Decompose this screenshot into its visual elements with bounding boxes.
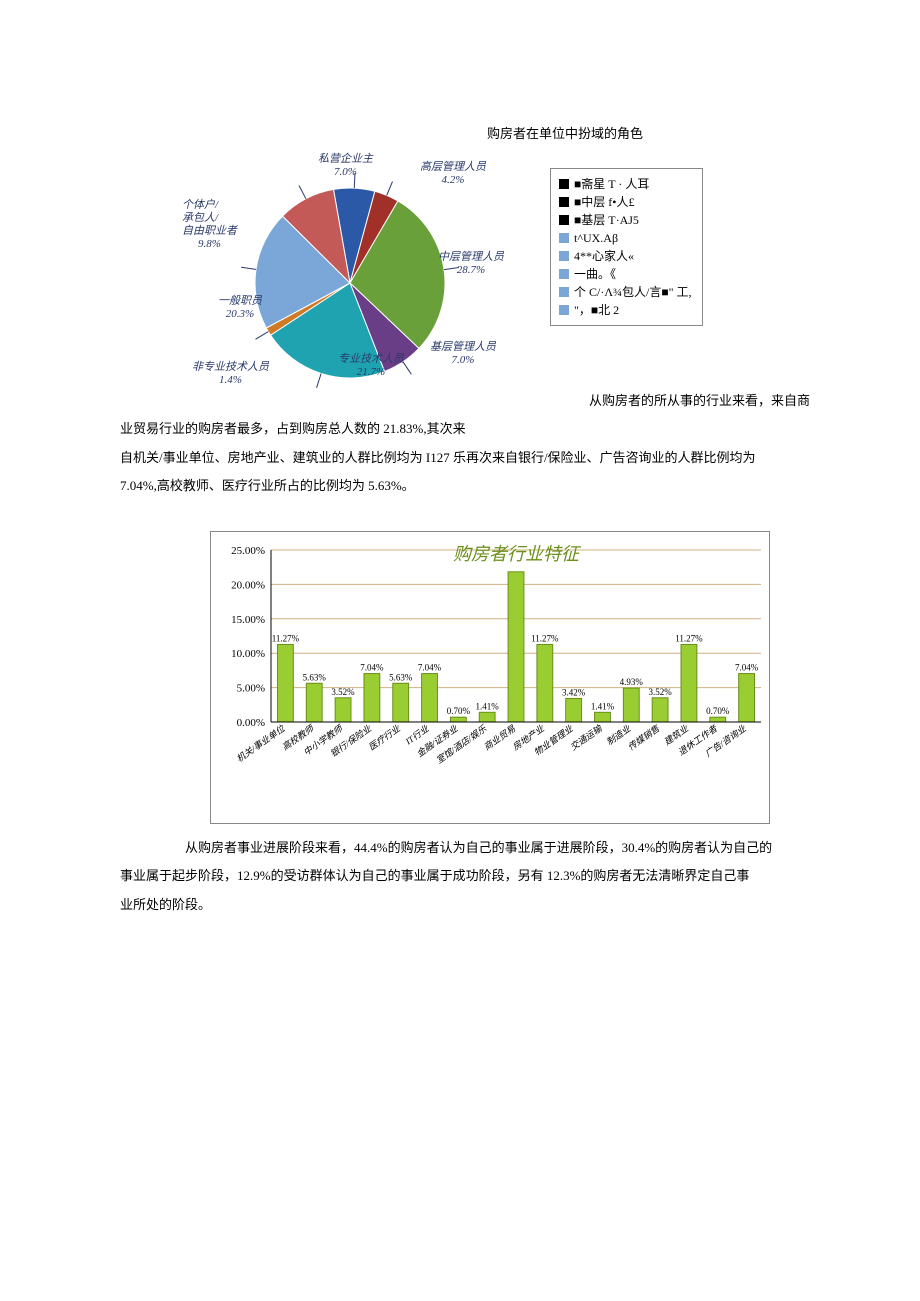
para1-tail: 从购房者的所从事的行业来看，来自商 [589, 393, 810, 408]
bar-title: 购房者行业特征 [453, 544, 582, 564]
bar [508, 572, 524, 722]
y-tick-label: 10.00% [231, 648, 265, 660]
legend-item: 4**心家人« [559, 247, 692, 265]
y-tick-label: 20.00% [231, 579, 265, 591]
legend-text: 4**心家人« [574, 247, 634, 265]
legend-item: 个 C/·Λ¾包人/言■" 工, [559, 283, 692, 301]
pie-chart-area: 私营企业主7.0% 高层管理人员4.2% 中层管理人员28.7% 基层管理人员7.0%… [120, 153, 810, 403]
bar-value-label: 11.27% [531, 633, 559, 643]
legend-text: 个 C/·Λ¾包人/言■" 工, [574, 283, 692, 301]
paragraph-2: 从购房者事业进展阶段来看，44.4%的购房者认为自己的事业属于进展阶段，30.4… [120, 834, 810, 920]
pie-chart: 私营企业主7.0% 高层管理人员4.2% 中层管理人员28.7% 基层管理人员7.0%… [120, 153, 540, 403]
pie-slice-label: 非专业技术人员1.4% [192, 361, 269, 387]
bar-value-label: 11.27% [272, 633, 300, 643]
legend-item: ■中层 f•人£ [559, 193, 692, 211]
bar-value-label: 3.52% [648, 687, 672, 697]
legend-swatch [559, 269, 569, 279]
legend-swatch [559, 287, 569, 297]
pie-slice-label: 私营企业主7.0% [318, 153, 373, 179]
pie-slice-label: 一般职员20.3% [218, 295, 262, 321]
legend-item: ■斋星 T · 人耳 [559, 175, 692, 193]
para2-l1: 从购房者事业进展阶段来看，44.4%的购房者认为自己的事业属于进展阶段，30.4… [120, 834, 810, 863]
bar-value-label: 1.41% [591, 701, 615, 711]
pie-slice-label: 专业技术人员21.7% [338, 353, 404, 379]
bar-value-label: 7.04% [735, 663, 759, 673]
pie-legend: ■斋星 T · 人耳■中层 f•人£■基层 T·AJ5t^UX.Aβ4**心家人… [550, 168, 703, 326]
legend-swatch [559, 179, 569, 189]
legend-text: ■基层 T·AJ5 [574, 211, 639, 229]
bar-value-label: 7.04% [360, 663, 384, 673]
para1-l2: 业贸易行业的购房者最多，占到购房总人数的 21.83%,其次来 [120, 415, 810, 444]
y-tick-label: 15.00% [231, 614, 265, 626]
bar-value-label: 4.93% [620, 677, 644, 687]
legend-item: 一曲。《 [559, 265, 692, 283]
bar-value-label: 1.41% [476, 701, 500, 711]
legend-text: "，■北 2 [574, 301, 619, 319]
legend-item: t^UX.Aβ [559, 229, 692, 247]
y-tick-label: 0.00% [237, 717, 265, 729]
pie-slice-label: 基层管理人员7.0% [430, 341, 496, 367]
bar [739, 674, 755, 722]
para1-l3: 自机关/事业单位、房地产业、建筑业的人群比例均为 I127 乐再次来自银行/保险… [120, 444, 810, 473]
legend-swatch [559, 251, 569, 261]
bar [393, 683, 409, 722]
bar-value-label: 3.42% [562, 687, 586, 697]
bar-category-label: 传媒销售 [626, 723, 662, 752]
bar [681, 644, 697, 722]
legend-swatch [559, 233, 569, 243]
legend-text: t^UX.Aβ [574, 229, 618, 247]
legend-text: ■斋星 T · 人耳 [574, 175, 649, 193]
paragraph-1: 从购房者的所从事的行业来看，来自商 业贸易行业的购房者最多，占到购房总人数的 2… [120, 387, 810, 501]
para1-l4: 7.04%,高校教师、医疗行业所占的比例均为 5.63%。 [120, 472, 810, 501]
pie-slice-label: 高层管理人员4.2% [420, 161, 486, 187]
pie-slice-label: 中层管理人员28.7% [438, 251, 504, 277]
bar-value-label: 5.63% [303, 672, 327, 682]
bar [277, 644, 293, 722]
bar-value-label: 11.27% [675, 633, 703, 643]
bar [306, 683, 322, 722]
bar [623, 688, 639, 722]
bar [422, 674, 438, 722]
bar-chart: 0.00% 5.00% 10.00% 15.00% 20.00% 25.00% 购房者行业特… [210, 531, 770, 824]
legend-swatch [559, 197, 569, 207]
legend-text: ■中层 f•人£ [574, 193, 634, 211]
bar [479, 712, 495, 722]
bar [450, 717, 466, 722]
bar-value-label: 0.70% [447, 706, 471, 716]
bar-value-label: 3.52% [331, 687, 355, 697]
pie-title: 购房者在单位中扮域的角色 [320, 120, 810, 149]
para2-l2: 事业属于起步阶段，12.9%的受访群体认为自己的事业属于成功阶段，另有 12.3… [120, 862, 810, 891]
legend-text: 一曲。《 [574, 265, 616, 283]
bar [566, 698, 582, 722]
para2-l3: 业所处的阶段。 [120, 891, 810, 920]
bar [537, 644, 553, 722]
bar [710, 717, 726, 722]
legend-swatch [559, 215, 569, 225]
bar [595, 712, 611, 722]
bar [335, 698, 351, 722]
bar-value-label: 0.70% [706, 706, 730, 716]
bar-category-label: 交通运输 [568, 722, 605, 752]
legend-swatch [559, 305, 569, 315]
bar [364, 674, 380, 722]
pie-slice-label: 个体户/承包人/自由职业者9.8% [182, 199, 237, 252]
bar [652, 698, 668, 722]
bar-value-label: 5.63% [389, 672, 413, 682]
y-tick-label: 5.00% [237, 683, 265, 695]
bar-value-label: 7.04% [418, 663, 442, 673]
bar-category-label: 医疗行业 [367, 723, 403, 752]
legend-item: "，■北 2 [559, 301, 692, 319]
legend-item: ■基层 T·AJ5 [559, 211, 692, 229]
y-tick-label: 25.00% [231, 545, 265, 557]
